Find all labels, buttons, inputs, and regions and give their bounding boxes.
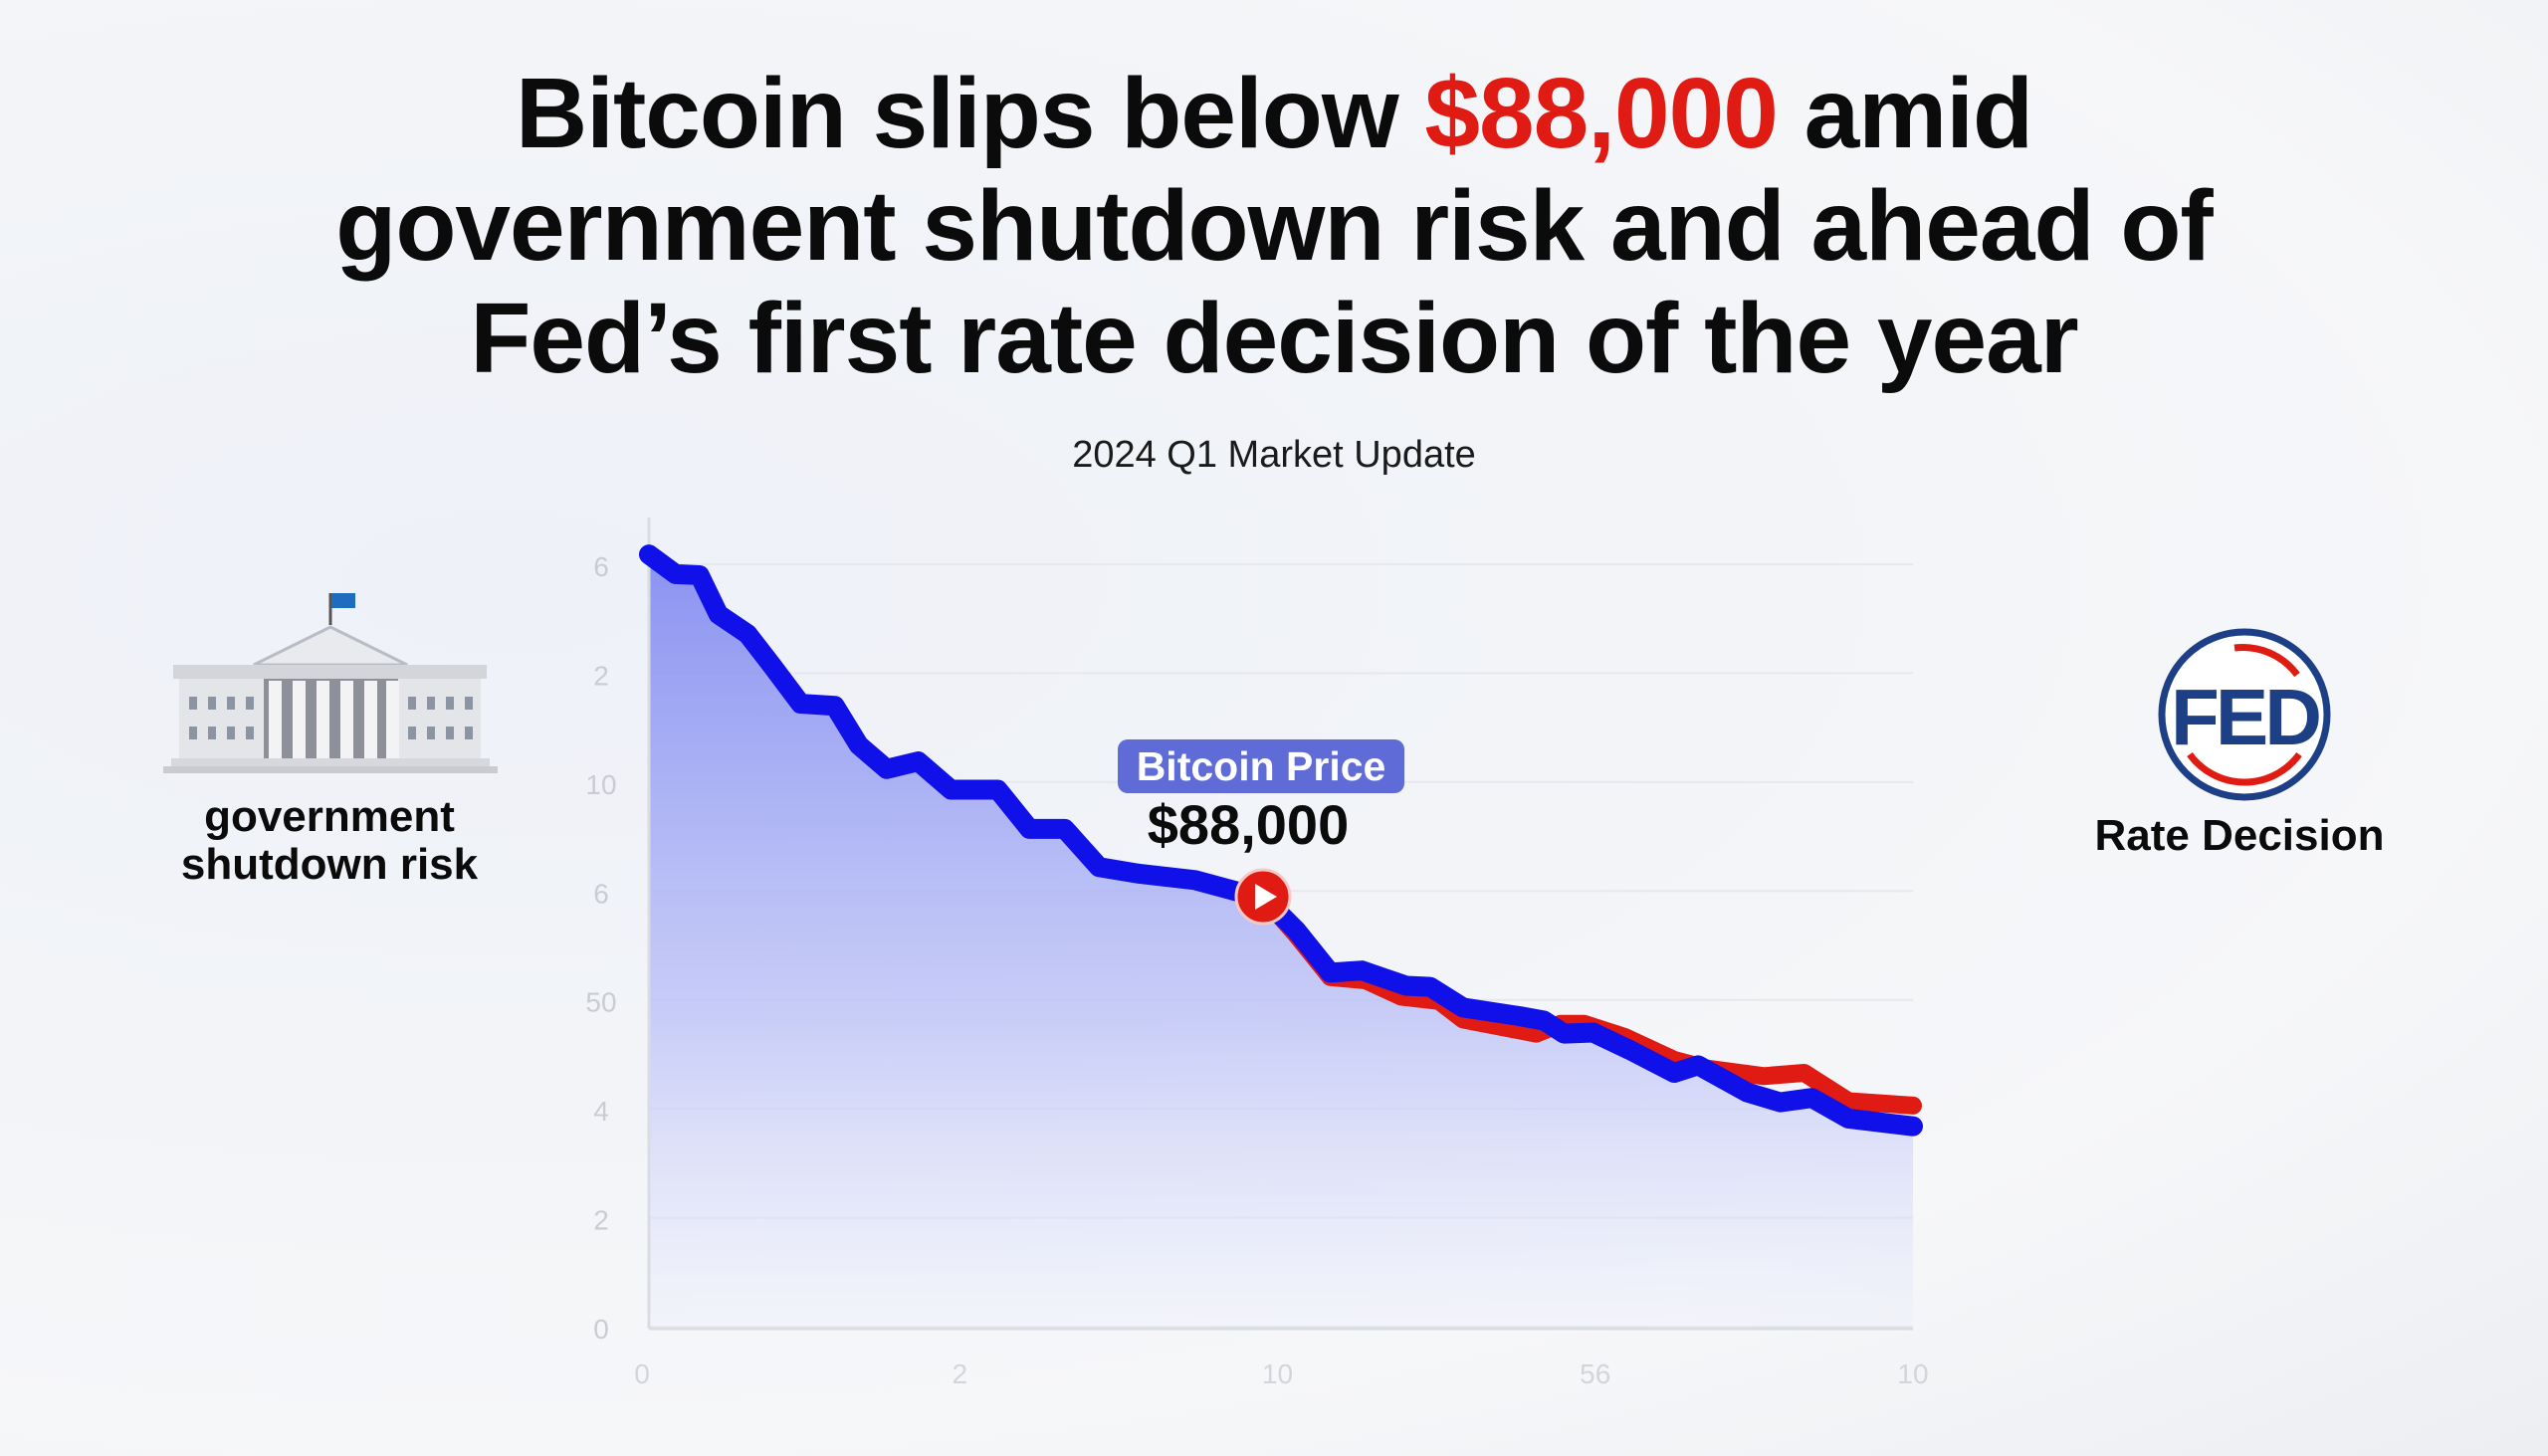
headline-text: amid — [1777, 58, 2033, 169]
y-tick-label: 2 — [593, 660, 609, 691]
rate-decision-label: Rate Decision — [2094, 811, 2385, 860]
chart-subtitle: 2024 Q1 Market Update — [1072, 434, 1476, 476]
headline-price-highlight: $88,000 — [1424, 58, 1778, 169]
bitcoin-price-badge: Bitcoin Price — [1118, 739, 1404, 793]
headline: Bitcoin slips below $88,000 amid governm… — [0, 58, 2548, 395]
x-tick-label: 0 — [634, 1358, 650, 1389]
headline-text: Bitcoin slips below — [515, 58, 1425, 169]
x-tick-label: 56 — [1580, 1358, 1610, 1389]
x-tick-label: 10 — [1262, 1358, 1293, 1389]
label-line: government — [204, 792, 455, 841]
bitcoin-price-value: $88,000 — [1147, 793, 1350, 856]
y-tick-label: 4 — [593, 1096, 609, 1127]
y-tick-label: 10 — [585, 769, 616, 800]
headline-line-2: government shutdown risk and ahead of — [335, 170, 2213, 282]
play-icon — [1255, 884, 1277, 910]
government-building-icon — [163, 593, 498, 773]
label-line: shutdown risk — [180, 840, 479, 889]
y-tick-label: 0 — [593, 1314, 609, 1345]
y-tick-label: 6 — [593, 878, 609, 909]
y-tick-label: 6 — [593, 551, 609, 582]
x-tick-label: 10 — [1897, 1358, 1928, 1389]
y-tick-label: 2 — [593, 1205, 609, 1236]
headline-line-1: Bitcoin slips below $88,000 amid — [0, 58, 2548, 170]
fed-logo-text: FED — [2171, 673, 2319, 761]
x-tick-label: 2 — [952, 1358, 967, 1389]
government-shutdown-label: government shutdown risk — [130, 793, 529, 889]
price-marker[interactable] — [1234, 868, 1292, 926]
headline-line-3: Fed’s first rate decision of the year — [470, 283, 2078, 394]
bitcoin-price-area — [649, 554, 1913, 1327]
y-tick-label: 50 — [585, 987, 616, 1018]
fed-logo-icon: FED — [2158, 628, 2331, 801]
